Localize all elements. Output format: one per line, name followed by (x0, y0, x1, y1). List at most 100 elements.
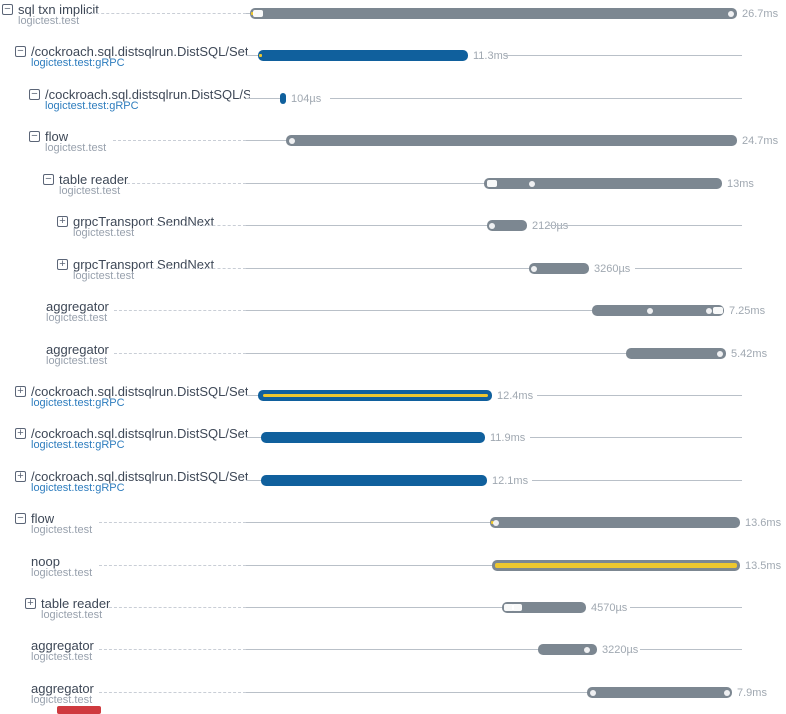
lead-connector-line (246, 310, 592, 311)
span-row[interactable]: −/cockroach.sql.distsqlrun.DistSQL/S logi… (0, 78, 786, 120)
dashed-leader-line (141, 225, 246, 226)
duration-label: 13.6ms (745, 517, 782, 529)
span-row[interactable]: + grpcTransport SendNext logictest.test 326… (0, 248, 786, 290)
span-title[interactable]: aggregator (31, 681, 94, 696)
span-row[interactable]: + /cockroach.sql.distsqlrun.DistSQL/Set lo… (0, 375, 786, 417)
span-duration-bar[interactable] (538, 644, 597, 655)
clipped-red-span-bar[interactable] (57, 706, 101, 714)
span-row[interactable]: noop logictest.test 13.5ms (0, 545, 786, 587)
event-dot-marker (706, 307, 712, 314)
span-title[interactable]: aggregator (46, 299, 109, 314)
span-title[interactable]: flow (31, 511, 55, 526)
trail-connector-line (640, 649, 742, 650)
lead-connector-line (246, 437, 261, 438)
span-subtitle-link[interactable]: logictest.test:gRPC (31, 397, 125, 409)
span-row[interactable]: aggregator logictest.test 3220µs (0, 629, 786, 671)
span-subtitle-link[interactable]: logictest.test:gRPC (31, 482, 125, 494)
lead-connector-line (246, 13, 250, 14)
event-dot-marker (717, 350, 723, 357)
span-duration-bar[interactable] (286, 135, 737, 146)
duration-label: 4570µs (591, 602, 628, 614)
span-row[interactable]: aggregator logictest.test 5.42ms (0, 333, 786, 375)
expand-icon[interactable]: + (57, 216, 68, 227)
collapse-icon[interactable]: − (15, 513, 26, 524)
span-duration-bar[interactable] (258, 50, 468, 61)
dashed-leader-line (141, 268, 246, 269)
trail-connector-line (547, 225, 742, 226)
collapse-icon[interactable]: − (29, 131, 40, 142)
collapse-icon[interactable]: − (29, 89, 40, 100)
span-row[interactable]: − table reader logictest.test 13ms (0, 163, 786, 205)
span-subtitle-link[interactable]: logictest.test:gRPC (45, 100, 139, 112)
span-subtitle-link[interactable]: logictest.test:gRPC (31, 439, 125, 451)
span-row[interactable]: − flow logictest.test 13.6ms (0, 502, 786, 544)
span-duration-bar[interactable] (261, 475, 487, 486)
span-duration-bar[interactable] (502, 602, 586, 613)
span-duration-bar[interactable] (250, 8, 737, 19)
event-dot-marker (493, 519, 499, 526)
expand-icon[interactable]: + (15, 471, 26, 482)
dashed-leader-line (86, 13, 246, 14)
span-row[interactable]: + /cockroach.sql.distsqlrun.DistSQL/Set lo… (0, 460, 786, 502)
span-row[interactable]: + /cockroach.sql.distsqlrun.DistSQL/Set lo… (0, 417, 786, 459)
span-row[interactable]: aggregator logictest.test 7.9ms (0, 672, 786, 714)
collapse-icon[interactable]: − (2, 4, 13, 15)
trail-connector-line (635, 268, 742, 269)
span-title[interactable]: sql txn implicit (18, 2, 99, 17)
span-row[interactable]: − flow logictest.test 24.7ms (0, 120, 786, 162)
expand-icon[interactable]: + (15, 428, 26, 439)
span-title[interactable]: table reader (41, 596, 111, 611)
span-duration-bar[interactable] (261, 432, 485, 443)
span-row[interactable]: −/cockroach.sql.distsqlrun.DistSQL/Set lo… (0, 35, 786, 77)
expand-icon[interactable]: + (25, 598, 36, 609)
span-row[interactable]: + table reader logictest.test 4570µs (0, 587, 786, 629)
dashed-leader-line (99, 565, 246, 566)
collapse-icon[interactable]: − (43, 174, 54, 185)
lead-connector-line (246, 649, 538, 650)
yellow-stripe (263, 394, 488, 397)
lead-connector-line (246, 183, 484, 184)
event-notch-marker (512, 604, 522, 611)
duration-label: 2120µs (532, 220, 569, 232)
lead-connector-line (246, 55, 258, 56)
event-dot-marker (724, 689, 730, 696)
span-duration-bar[interactable] (258, 390, 492, 401)
span-duration-bar[interactable] (626, 348, 726, 359)
event-dot-marker (590, 689, 596, 696)
span-row[interactable]: aggregator logictest.test 7.25ms (0, 290, 786, 332)
event-notch-marker (253, 10, 263, 17)
trail-connector-line (330, 98, 742, 99)
span-title[interactable]: noop (31, 554, 60, 569)
span-title[interactable]: aggregator (46, 342, 109, 357)
span-duration-bar[interactable] (529, 263, 589, 274)
span-duration-bar[interactable] (587, 687, 732, 698)
span-title[interactable]: /cockroach.sql.distsqlrun.DistSQL/Set (31, 469, 249, 484)
duration-label: 11.9ms (490, 432, 526, 444)
span-title[interactable]: /cockroach.sql.distsqlrun.DistSQL/Set (31, 44, 249, 59)
span-row[interactable]: + grpcTransport SendNext logictest.test 212… (0, 205, 786, 247)
span-duration-bar[interactable] (280, 93, 286, 104)
span-title[interactable]: flow (45, 129, 69, 144)
dashed-leader-line (99, 649, 246, 650)
span-title[interactable]: aggregator (31, 638, 94, 653)
span-title[interactable]: /cockroach.sql.distsqlrun.DistSQL/Set (31, 384, 249, 399)
span-subtitle: logictest.test (41, 609, 103, 621)
span-title[interactable]: /cockroach.sql.distsqlrun.DistSQL/S (45, 87, 250, 102)
duration-label: 3220µs (602, 644, 639, 656)
lead-connector-line (246, 268, 529, 269)
span-duration-bar[interactable] (484, 178, 722, 189)
collapse-icon[interactable]: − (15, 46, 26, 57)
span-duration-bar[interactable] (490, 517, 740, 528)
span-title[interactable]: /cockroach.sql.distsqlrun.DistSQL/Set (31, 426, 249, 441)
span-duration-bar[interactable] (592, 305, 724, 316)
span-duration-bar[interactable] (492, 560, 740, 571)
expand-icon[interactable]: + (57, 259, 68, 270)
dashed-leader-line (114, 310, 246, 311)
span-subtitle-link[interactable]: logictest.test:gRPC (31, 57, 125, 69)
span-duration-bar[interactable] (487, 220, 527, 231)
expand-icon[interactable]: + (15, 386, 26, 397)
span-title[interactable]: table reader (59, 172, 129, 187)
span-row[interactable]: − sql txn implicit logictest.test 26.7ms (0, 0, 786, 35)
event-dot-marker (647, 307, 653, 314)
